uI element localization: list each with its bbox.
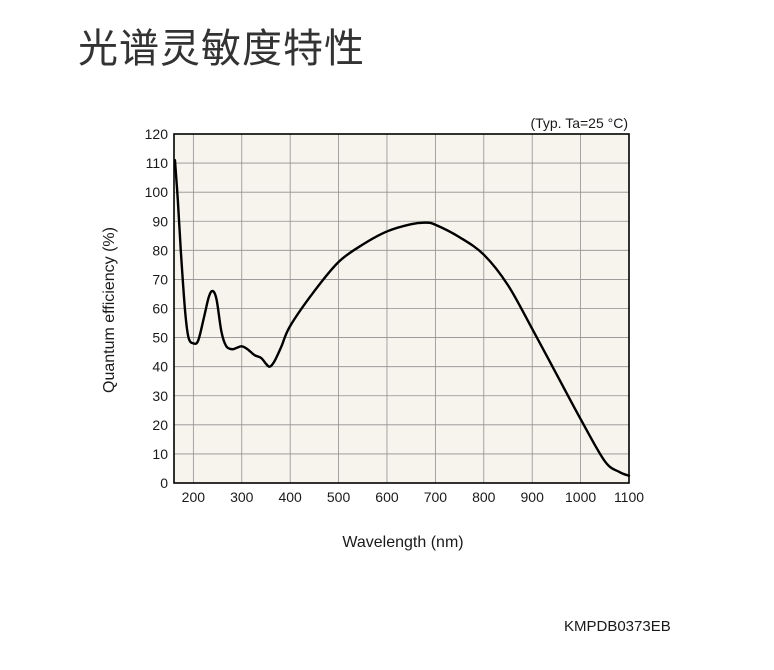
series-line: [173, 158, 631, 477]
figure-code: KMPDB0373EB: [564, 618, 671, 635]
y-axis-ticks: 0 10 20 30 40 50 60 70 80 90 100 110 120: [145, 126, 169, 491]
y-tick-label: 10: [152, 446, 168, 462]
x-tick-label: 400: [278, 489, 302, 505]
x-axis-ticks: 200 300 400 500 600 700 800 900 1000 1100: [182, 489, 645, 505]
y-tick-label: 0: [160, 475, 168, 491]
x-tick-label: 1100: [614, 489, 644, 505]
x-tick-label: 300: [230, 489, 254, 505]
grid: [174, 134, 629, 483]
y-tick-label: 120: [145, 126, 169, 142]
y-tick-label: 110: [146, 155, 169, 171]
y-tick-label: 40: [152, 359, 168, 375]
y-axis-label: Quantum efficiency (%): [101, 227, 118, 393]
x-tick-label: 200: [182, 489, 206, 505]
y-tick-label: 80: [152, 242, 168, 258]
chart-title: 光谱灵敏度特性: [78, 26, 365, 72]
x-tick-label: 900: [521, 489, 545, 505]
x-axis-label: Wavelength (nm): [342, 534, 463, 551]
y-tick-label: 90: [152, 213, 168, 229]
condition-annotation: (Typ. Ta=25 °C): [530, 115, 628, 131]
x-tick-label: 1000: [565, 489, 596, 505]
y-tick-label: 20: [152, 417, 168, 433]
y-tick-label: 50: [152, 330, 168, 346]
y-tick-label: 60: [152, 301, 168, 317]
y-tick-label: 100: [145, 184, 169, 200]
plot-border: [173, 133, 630, 484]
x-tick-label: 800: [472, 489, 496, 505]
y-tick-label: 70: [152, 271, 168, 287]
y-tick-label: 30: [152, 388, 168, 404]
x-tick-label: 600: [375, 489, 399, 505]
x-tick-label: 700: [424, 489, 448, 505]
x-tick-label: 500: [327, 489, 351, 505]
